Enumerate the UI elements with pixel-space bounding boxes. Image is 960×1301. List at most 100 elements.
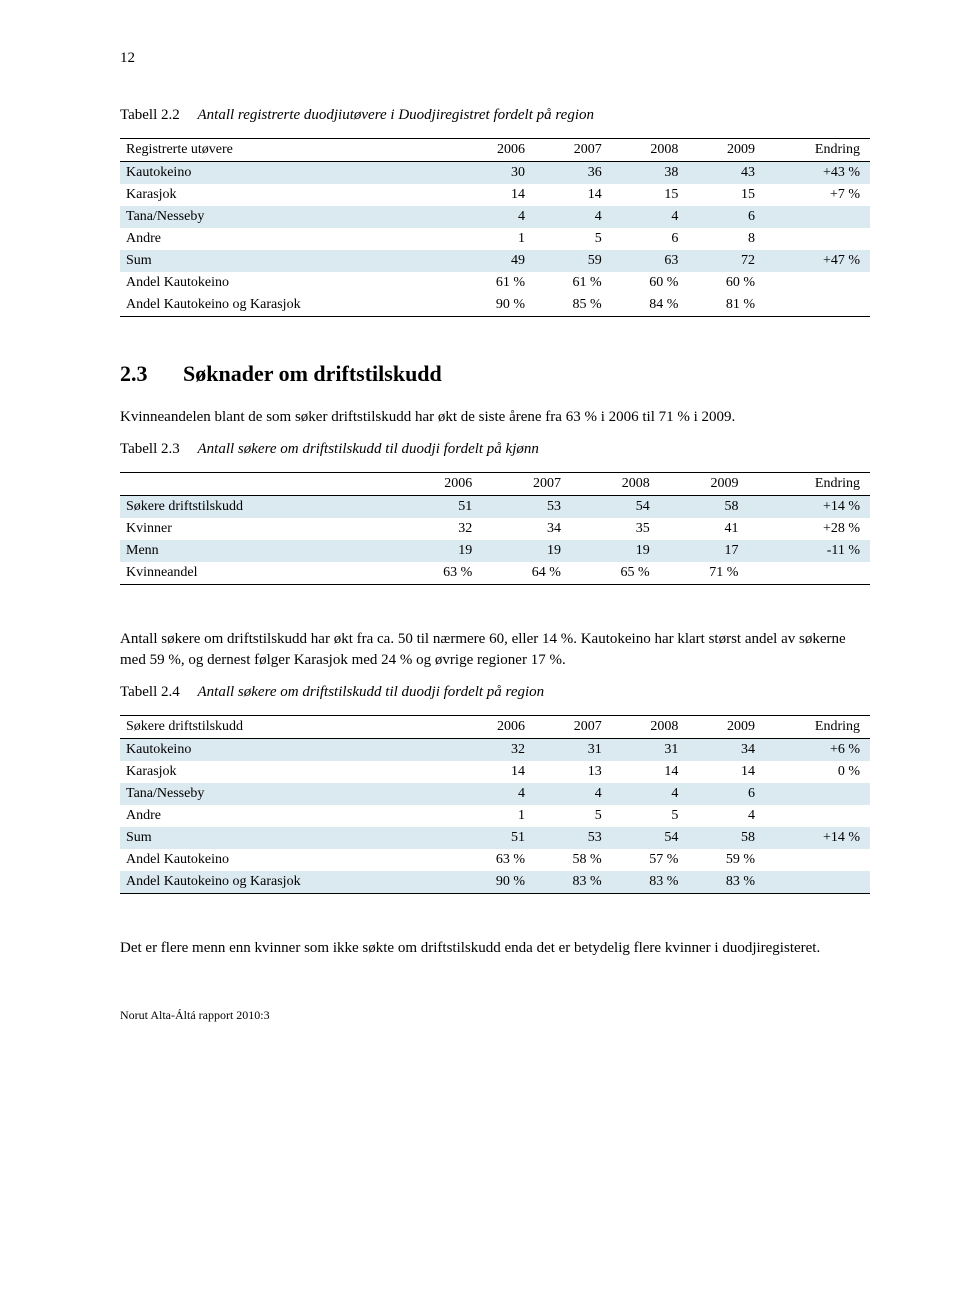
- table-cell: +7 %: [765, 184, 870, 206]
- table-cell: 63 %: [394, 562, 483, 585]
- table-cell: [765, 783, 870, 805]
- section-title: Søknader om driftstilskudd: [183, 361, 442, 386]
- table-cell: 31: [612, 738, 689, 761]
- table-header: 2006: [394, 473, 483, 496]
- table-cell: +6 %: [765, 738, 870, 761]
- footer-text: Norut Alta-Áltá rapport 2010:3: [120, 1008, 870, 1023]
- table-cell: 51: [458, 827, 535, 849]
- table-cell: 19: [571, 540, 660, 562]
- table-header: 2008: [612, 139, 689, 162]
- page-number: 12: [120, 50, 870, 67]
- table-cell: 4: [612, 783, 689, 805]
- table-cell: +14 %: [748, 496, 870, 519]
- table-row: Tana/Nesseby4446: [120, 206, 870, 228]
- table-cell: 54: [612, 827, 689, 849]
- table-cell: 14: [688, 761, 765, 783]
- table-cell: 32: [458, 738, 535, 761]
- table-cell: 4: [612, 206, 689, 228]
- table-header: 2006: [458, 139, 535, 162]
- table-cell: Kvinner: [120, 518, 394, 540]
- table-cell: 5: [612, 805, 689, 827]
- section-number: 2.3: [120, 361, 148, 387]
- table1-caption: Tabell 2.2 Antall registrerte duodjiutøv…: [120, 107, 870, 124]
- table-cell: [765, 849, 870, 871]
- table2-caption-title: Antall søkere om driftstilskudd til duod…: [198, 441, 539, 457]
- table-cell: 30: [458, 162, 535, 185]
- table-cell: Kautokeino: [120, 162, 458, 185]
- table-cell: Karasjok: [120, 761, 458, 783]
- table-cell: +28 %: [748, 518, 870, 540]
- table2-caption-label: Tabell 2.3: [120, 441, 180, 458]
- table-row: Søkere driftstilskudd51535458+14 %: [120, 496, 870, 519]
- table-row: Andel Kautokeino og Karasjok90 %83 %83 %…: [120, 871, 870, 894]
- table-cell: 90 %: [458, 871, 535, 894]
- table-cell: [765, 805, 870, 827]
- table-cell: 83 %: [535, 871, 612, 894]
- table-cell: 59: [535, 250, 612, 272]
- table-cell: 60 %: [612, 272, 689, 294]
- table-header: Endring: [765, 139, 870, 162]
- table2: 2006200720082009EndringSøkere driftstils…: [120, 472, 870, 585]
- table-header: Søkere driftstilskudd: [120, 715, 458, 738]
- table-cell: Andel Kautokeino: [120, 849, 458, 871]
- table-row: Andre1554: [120, 805, 870, 827]
- table-cell: 36: [535, 162, 612, 185]
- table1-caption-label: Tabell 2.2: [120, 107, 180, 124]
- table-cell: 14: [458, 184, 535, 206]
- table-cell: [765, 206, 870, 228]
- table-cell: 32: [394, 518, 483, 540]
- table-cell: Kvinneandel: [120, 562, 394, 585]
- table-header: 2007: [535, 139, 612, 162]
- table-row: Karasjok14141515+7 %: [120, 184, 870, 206]
- table-header: Endring: [748, 473, 870, 496]
- table-cell: 14: [535, 184, 612, 206]
- table-cell: 49: [458, 250, 535, 272]
- table-row: Andel Kautokeino63 %58 %57 %59 %: [120, 849, 870, 871]
- table-header: 2009: [688, 139, 765, 162]
- table-cell: 51: [394, 496, 483, 519]
- table-cell: 58 %: [535, 849, 612, 871]
- table1-caption-title: Antall registrerte duodjiutøvere i Duodj…: [198, 107, 594, 123]
- table-cell: 5: [535, 228, 612, 250]
- section-heading: 2.3 Søknader om driftstilskudd: [120, 361, 870, 387]
- table-cell: 83 %: [688, 871, 765, 894]
- table-header: 2008: [612, 715, 689, 738]
- table-cell: 63: [612, 250, 689, 272]
- table-cell: +47 %: [765, 250, 870, 272]
- table-cell: [748, 562, 870, 585]
- table-row: Kvinner32343541+28 %: [120, 518, 870, 540]
- table-cell: 0 %: [765, 761, 870, 783]
- table-cell: 15: [612, 184, 689, 206]
- table-cell: 84 %: [612, 294, 689, 317]
- table-cell: 81 %: [688, 294, 765, 317]
- table2-caption: Tabell 2.3 Antall søkere om driftstilsku…: [120, 441, 870, 458]
- table-cell: 43: [688, 162, 765, 185]
- table-cell: 8: [688, 228, 765, 250]
- table1: Registrerte utøvere2006200720082009Endri…: [120, 138, 870, 317]
- table-cell: 38: [612, 162, 689, 185]
- table-cell: Sum: [120, 827, 458, 849]
- table-row: Kautokeino30363843+43 %: [120, 162, 870, 185]
- table-cell: 41: [660, 518, 749, 540]
- table-cell: 1: [458, 805, 535, 827]
- table-cell: [765, 294, 870, 317]
- table-cell: Søkere driftstilskudd: [120, 496, 394, 519]
- table-cell: 58: [688, 827, 765, 849]
- table3-caption-label: Tabell 2.4: [120, 684, 180, 701]
- table-cell: 13: [535, 761, 612, 783]
- table-row: Kvinneandel63 %64 %65 %71 %: [120, 562, 870, 585]
- table-cell: 15: [688, 184, 765, 206]
- paragraph-2: Antall søkere om driftstilskudd har økt …: [120, 629, 870, 670]
- table3: Søkere driftstilskudd2006200720082009End…: [120, 715, 870, 894]
- table-row: Menn19191917-11 %: [120, 540, 870, 562]
- table-cell: [765, 871, 870, 894]
- table-cell: 19: [482, 540, 571, 562]
- table-cell: Karasjok: [120, 184, 458, 206]
- table-cell: [765, 272, 870, 294]
- table-cell: 31: [535, 738, 612, 761]
- table-cell: 4: [535, 783, 612, 805]
- table-cell: 34: [688, 738, 765, 761]
- table-cell: 61 %: [458, 272, 535, 294]
- table-cell: Andel Kautokeino og Karasjok: [120, 294, 458, 317]
- paragraph-3: Det er flere menn enn kvinner som ikke s…: [120, 938, 870, 958]
